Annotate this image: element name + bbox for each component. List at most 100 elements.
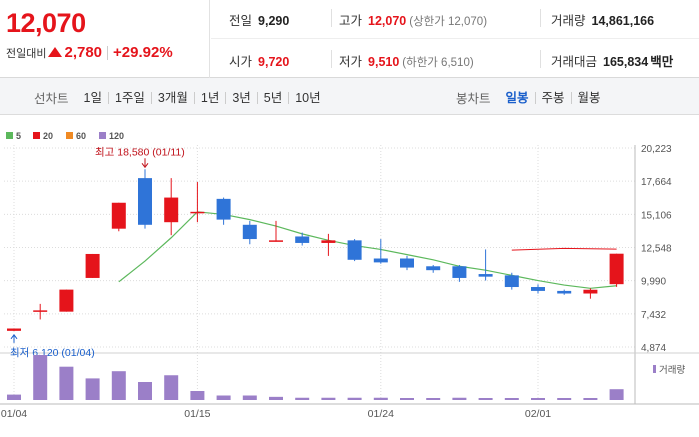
volume-bar	[33, 355, 48, 400]
stat-label: 고가	[339, 14, 363, 28]
candle-body	[400, 258, 414, 268]
candle-chart-title: 봉차트	[456, 92, 491, 106]
candle-body	[295, 236, 310, 243]
candle-body	[426, 266, 441, 271]
volume-bar	[478, 398, 493, 400]
period-1d[interactable]: 1일	[83, 90, 102, 105]
volume-bar	[190, 391, 205, 400]
candle-body	[7, 328, 21, 331]
stat-low: 저가 9,510 (하한가 6,510)	[339, 51, 474, 70]
period-weekly[interactable]: 주봉	[534, 91, 571, 104]
candle-body	[242, 224, 257, 240]
volume-legend-swatch	[653, 365, 656, 373]
candle-body	[216, 198, 231, 220]
chart-toolbar: 선차트 1일 1주일 3개월 1년 3년 5년 10년 봉차트 일봉 주봉 월봉	[0, 78, 699, 115]
volume-bar	[583, 398, 598, 400]
volume-bar	[426, 398, 441, 400]
x-tick-label: 01/15	[184, 408, 210, 420]
y-tick-label: 17,664	[641, 177, 672, 188]
candle-body	[557, 290, 572, 294]
stat-label: 거래대금	[551, 55, 598, 69]
stat-divider	[540, 50, 541, 68]
legend-label: 20	[43, 131, 53, 141]
candle-body	[190, 211, 205, 214]
quote-panel: 12,070 전일대비 2,780 +29.92% 전일 9,290 고가 12…	[0, 0, 699, 78]
volume-bar	[452, 397, 467, 400]
candle-body	[609, 253, 624, 285]
y-tick-label: 15,106	[641, 210, 672, 221]
candle-body	[138, 178, 152, 225]
legend-label: 120	[109, 131, 124, 141]
legend-swatch	[66, 132, 73, 139]
low-arrow-icon	[10, 334, 18, 340]
current-price: 12,070	[6, 8, 86, 38]
volume-bar	[609, 389, 624, 400]
candle-body	[347, 240, 362, 260]
volume-bar	[557, 398, 572, 400]
legend-swatch	[99, 132, 106, 139]
chart-canvas: 5 20 60 120 20,223 17,664 15,106 12,548 9,990 7,4…	[0, 131, 699, 420]
legend-label: 5	[16, 131, 21, 141]
y-tick-label: 4,874	[641, 343, 666, 354]
y-tick-label: 12,548	[641, 244, 672, 255]
candle-body	[59, 289, 74, 312]
candle-body	[85, 253, 100, 278]
stat-note: (하한가 6,510)	[402, 57, 474, 69]
volume-bar	[138, 382, 152, 400]
volume-bar	[295, 397, 310, 400]
line-chart-title: 선차트	[34, 92, 69, 106]
volume-bar	[7, 394, 21, 400]
stat-value: 14,861,166	[591, 14, 655, 28]
stat-value: 12,070	[368, 14, 407, 28]
y-tick-label: 20,223	[641, 144, 672, 155]
candle-body	[164, 197, 179, 223]
high-arrow-icon	[141, 163, 149, 169]
candle-chart-group: 봉차트 일봉 주봉 월봉	[456, 88, 607, 107]
change-label: 전일대비	[6, 47, 47, 60]
candle-body	[452, 266, 467, 278]
volume-bar	[216, 395, 231, 400]
candle-body	[321, 240, 336, 243]
candle-body	[269, 240, 283, 242]
volume-bar	[347, 397, 362, 400]
stat-label: 전일	[229, 14, 253, 28]
stat-note: (상한가 12,070)	[409, 16, 488, 28]
volume-bar	[400, 398, 414, 400]
y-tick-label: 9,990	[641, 277, 666, 288]
period-3y[interactable]: 3년	[225, 91, 256, 104]
low-annotation: 최저 6,120 (01/04)	[10, 347, 95, 359]
stat-divider	[331, 50, 332, 68]
stat-trade-amount: 거래대금 165,834 백만	[551, 51, 673, 70]
candle-body	[373, 258, 388, 263]
price-chart: 5 20 60 120 20,223 17,664 15,106 12,548 9,990 7,4…	[0, 115, 699, 437]
period-1w[interactable]: 1주일	[107, 91, 151, 104]
stat-label: 거래량	[551, 14, 586, 28]
change-row: 전일대비 2,780 +29.92%	[6, 44, 173, 61]
volume-bar	[164, 375, 179, 400]
volume-bar	[269, 396, 283, 400]
x-tick-label: 01/04	[1, 408, 27, 420]
volume-bar	[59, 366, 74, 400]
stat-divider	[331, 9, 332, 27]
candle-body	[33, 310, 48, 312]
candle-body	[111, 202, 126, 229]
stat-value: 165,834	[603, 55, 649, 69]
candle-body	[583, 289, 598, 294]
stat-prev-close: 전일 9,290	[229, 10, 289, 29]
change-divider	[107, 45, 109, 60]
volume-bar	[242, 395, 257, 400]
candle-body	[478, 274, 493, 277]
change-value: 2,780	[64, 44, 103, 61]
legend-swatch	[33, 132, 40, 139]
period-daily[interactable]: 일봉	[505, 90, 529, 105]
stat-value: 9,510	[368, 55, 400, 69]
period-1y[interactable]: 1년	[193, 91, 225, 104]
period-10y[interactable]: 10년	[288, 91, 326, 104]
period-monthly[interactable]: 월봉	[570, 91, 607, 104]
legend-swatch	[6, 132, 13, 139]
period-5y[interactable]: 5년	[256, 91, 288, 104]
volume-bar	[111, 371, 126, 400]
volume-bar	[531, 398, 545, 400]
ma5-line	[118, 211, 617, 289]
period-3m[interactable]: 3개월	[150, 91, 194, 104]
